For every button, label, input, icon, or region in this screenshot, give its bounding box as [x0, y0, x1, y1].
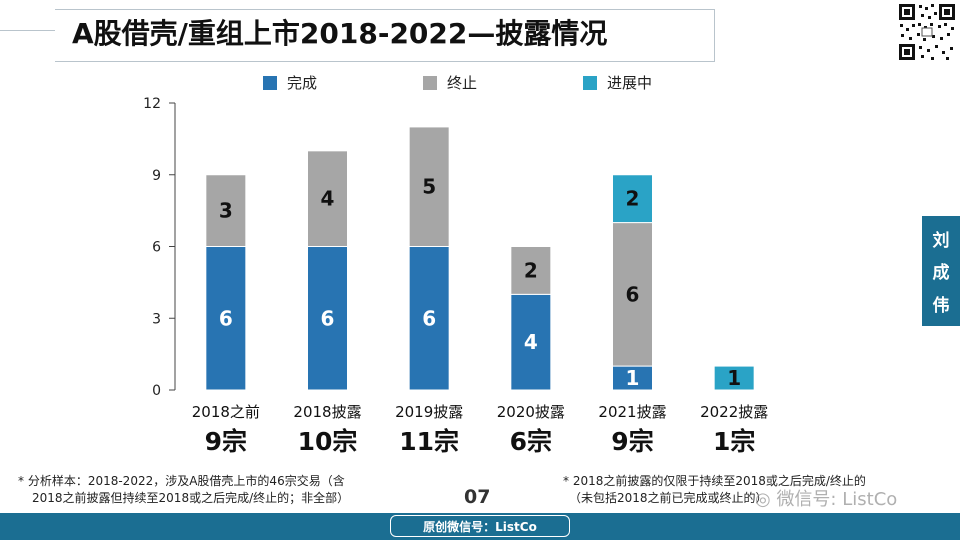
footnote-line: 2018之前披露但持续至2018或之后完成/终止的；非全部）: [32, 491, 350, 505]
category-total-label: 1宗: [713, 427, 755, 456]
legend-item-in-progress: 进展中: [583, 72, 652, 93]
bar-segment: [205, 246, 247, 391]
bar-value-label: 6: [626, 282, 640, 306]
title-rule: [0, 30, 55, 31]
footnote-line: （未包括2018之前已完成或终止的）: [569, 491, 768, 505]
bar-segment: [510, 293, 552, 391]
x-tick-label: 2020披露: [497, 403, 565, 421]
category-total-label: 11宗: [399, 427, 459, 456]
bar-segment: [307, 246, 348, 391]
legend-label: 终止: [447, 74, 478, 92]
x-tick-label: 2022披露: [700, 403, 768, 421]
side-tab-char: 伟: [932, 296, 950, 317]
y-tick-label: 3: [152, 311, 161, 327]
bar-segment: [205, 174, 247, 247]
category-total-label: 9宗: [611, 427, 653, 456]
legend-item-terminated: 终止: [423, 72, 477, 93]
side-tab-char: 刘: [932, 230, 950, 251]
author-side-tab: 刘 成 伟: [922, 216, 960, 326]
bar-value-label: 1: [727, 366, 741, 390]
page-number: 07: [464, 486, 491, 508]
bar-segment: [612, 174, 653, 224]
bar-value-label: 2: [524, 258, 538, 282]
bar-segment: [307, 150, 348, 247]
y-tick-label: 6: [152, 240, 161, 256]
bar-value-label: 6: [321, 306, 335, 330]
bar-value-label: 6: [422, 306, 436, 330]
footnote-left: * 分析样本：2018-2022，涉及A股借壳上市的46宗交易（含 2018之前…: [18, 473, 349, 507]
y-tick-label: 12: [143, 96, 161, 112]
bar-value-label: 1: [626, 366, 640, 390]
x-tick-label: 2018之前: [192, 403, 260, 421]
bar-segment: [612, 222, 653, 367]
bar-value-label: 3: [219, 199, 233, 223]
bar-value-label: 2: [626, 187, 640, 211]
x-tick-label: 2019披露: [395, 403, 463, 421]
watermark-text: 微信号: ListCo: [776, 489, 898, 510]
legend-swatch: [583, 75, 597, 90]
bar-segment: [713, 365, 755, 391]
side-tab-char: 成: [932, 263, 950, 284]
legend-swatch: [423, 75, 437, 90]
footnote-line: * 分析样本：2018-2022，涉及A股借壳上市的46宗交易（含: [18, 474, 345, 488]
x-tick-label: 2018披露: [293, 403, 361, 421]
bar-value-label: 6: [219, 306, 233, 330]
footnote-line: * 2018之前披露的仅限于持续至2018或之后完成/终止的: [563, 474, 866, 488]
bar-value-label: 4: [321, 187, 335, 211]
legend-swatch: [263, 75, 277, 90]
qr-code-icon: [897, 2, 957, 62]
wechat-id-label: 原创微信号：ListCo: [390, 515, 570, 537]
bar-value-label: 4: [524, 330, 538, 354]
bar-segment: [510, 246, 552, 295]
wechat-watermark: ◎ 微信号: ListCo: [755, 485, 897, 511]
category-total-label: 9宗: [205, 427, 247, 456]
legend-label: 完成: [287, 74, 318, 92]
x-tick-label: 2021披露: [598, 403, 666, 421]
y-tick-label: 9: [152, 168, 161, 184]
category-total-label: 6宗: [510, 427, 552, 456]
y-tick-label: 0: [152, 383, 161, 399]
footnote-right: * 2018之前披露的仅限于持续至2018或之后完成/终止的 （未包括2018之…: [563, 473, 866, 507]
legend-item-complete: 完成: [263, 72, 317, 93]
title-frame: [55, 9, 715, 62]
bar-value-label: 5: [422, 175, 436, 199]
page-title: A股借壳/重组上市2018-2022—披露情况: [72, 17, 608, 50]
category-total-label: 10宗: [298, 427, 358, 456]
bar-segment: [408, 126, 450, 247]
bottom-bar: [0, 513, 960, 540]
legend-label: 进展中: [607, 74, 653, 92]
wechat-icon: ◎: [755, 489, 777, 510]
